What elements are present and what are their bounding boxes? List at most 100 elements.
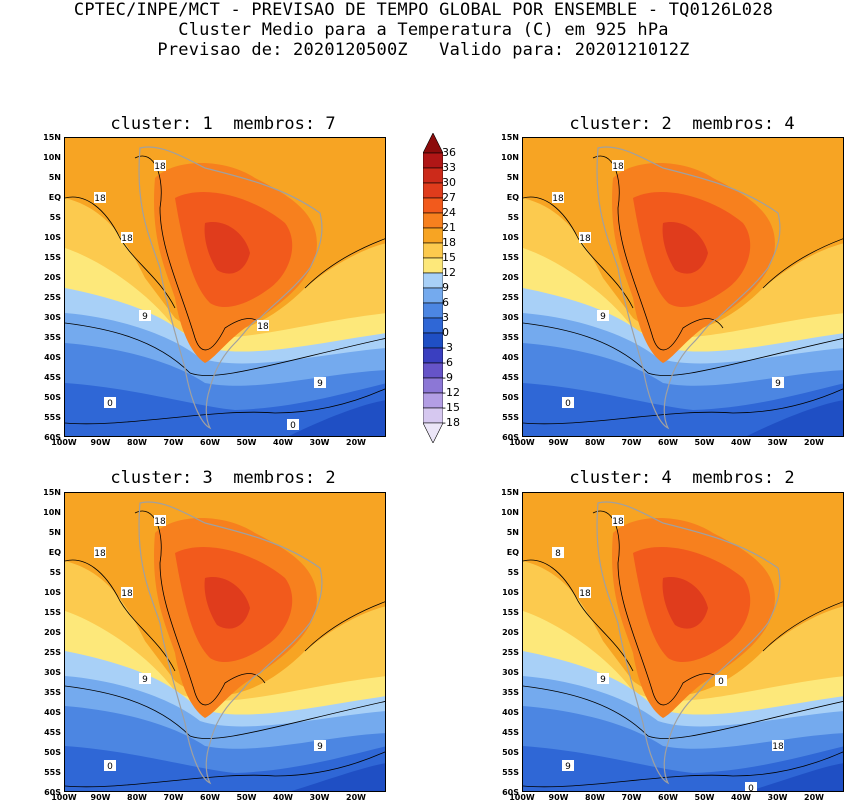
contour-label: 18 <box>772 740 784 752</box>
contour-line <box>65 685 385 739</box>
lat-tick-label: 60S <box>44 433 61 442</box>
colorbar-segment <box>422 197 444 214</box>
lat-tick-label: 55S <box>44 413 61 422</box>
lat-tick-label: 15S <box>502 608 519 617</box>
svg-text:18: 18 <box>94 194 106 204</box>
lon-tick-label: 20W <box>804 793 824 802</box>
lon-tick-label: 40W <box>273 438 293 447</box>
colorbar-level-label: 33 <box>442 161 456 174</box>
temperature-band <box>523 383 843 436</box>
contour-label: 18 <box>154 160 166 172</box>
contour-line <box>592 155 724 351</box>
svg-text:18: 18 <box>772 742 784 752</box>
contour-label: 9 <box>562 760 574 772</box>
lat-tick-label: 15N <box>501 488 519 497</box>
lon-tick-label: 100W <box>509 793 535 802</box>
colorbar-segment <box>422 302 444 319</box>
lon-tick-label: 60W <box>658 793 678 802</box>
contour-line <box>304 601 385 652</box>
colorbar-segment <box>422 272 444 289</box>
contour-line <box>304 238 385 289</box>
colorbar-segment <box>422 152 444 169</box>
lat-tick-label: 55S <box>502 413 519 422</box>
lon-tick-label: 90W <box>548 438 569 447</box>
colorbar-level-label: 24 <box>442 206 456 219</box>
temperature-band <box>523 746 843 791</box>
contour-label: 9 <box>139 310 151 322</box>
colorbar-level-label: -9 <box>442 371 453 384</box>
contour-label: 9 <box>139 673 151 685</box>
contour-label: 18 <box>579 232 591 244</box>
colorbar-segment <box>422 362 444 379</box>
lat-tick-label: 20S <box>502 628 519 637</box>
lon-tick-label: 20W <box>804 438 824 447</box>
colorbar-segment <box>422 132 444 154</box>
lon-tick-label: 60W <box>200 438 220 447</box>
contour-line <box>65 388 385 425</box>
coastline <box>138 146 323 430</box>
colorbar-segment <box>422 287 444 304</box>
lat-tick-label: 55S <box>44 768 61 777</box>
lon-tick-label: 80W <box>127 793 147 802</box>
svg-text:9: 9 <box>565 762 571 772</box>
lat-tick-label: 40S <box>44 708 61 717</box>
contour-line <box>523 388 843 425</box>
lat-tick-label: 30S <box>44 668 61 677</box>
lon-tick-label: 30W <box>309 793 330 802</box>
lat-tick-label: 5N <box>506 173 519 182</box>
lon-tick-label: 40W <box>273 793 293 802</box>
colorbar-level-label: 9 <box>442 281 449 294</box>
lat-tick-label: 40S <box>502 708 519 717</box>
colorbar-segment <box>422 392 444 409</box>
lat-tick-label: 15S <box>502 253 519 262</box>
contour-label: 18 <box>579 587 591 599</box>
svg-text:0: 0 <box>718 677 724 687</box>
lon-tick-label: 40W <box>731 793 751 802</box>
colorbar-segment <box>422 317 444 334</box>
lat-tick-label: 35S <box>502 688 519 697</box>
svg-text:0: 0 <box>290 421 296 431</box>
contour-label: 18 <box>94 547 106 559</box>
svg-text:9: 9 <box>317 379 323 389</box>
svg-text:9: 9 <box>142 312 148 322</box>
lat-tick-label: 50S <box>502 748 519 757</box>
svg-text:18: 18 <box>154 517 166 527</box>
lat-tick-label: 30S <box>502 668 519 677</box>
lat-tick-label: 5S <box>49 568 61 577</box>
contour-line <box>592 510 724 706</box>
lat-tick-label: 20S <box>44 273 61 282</box>
svg-text:9: 9 <box>142 675 148 685</box>
lat-tick-label: 5N <box>48 528 61 537</box>
lat-tick-label: 40S <box>44 353 61 362</box>
colorbar-segment <box>422 377 444 394</box>
lon-tick-label: 30W <box>767 438 788 447</box>
lon-tick-label: 100W <box>509 438 535 447</box>
colorbar-level-label: 12 <box>442 266 456 279</box>
svg-text:18: 18 <box>552 194 564 204</box>
colorbar-level-label: 18 <box>442 236 456 249</box>
map-panel-1: 18 18 18 9 9 0 0 18 <box>64 137 386 437</box>
lon-tick-label: 80W <box>127 438 147 447</box>
contour-line <box>523 322 843 376</box>
svg-text:9: 9 <box>600 675 606 685</box>
lat-tick-label: 5S <box>507 568 519 577</box>
contour-label: 0 <box>745 782 757 791</box>
contour-label: 0 <box>104 760 116 772</box>
lat-tick-label: 10N <box>501 153 519 162</box>
lon-tick-label: 50W <box>694 793 715 802</box>
colorbar-level-label: -12 <box>442 386 460 399</box>
colorbar-segment <box>422 257 444 274</box>
contour-label: 8 <box>552 547 564 559</box>
colorbar-segment <box>422 347 444 364</box>
lat-tick-label: 20S <box>44 628 61 637</box>
lat-tick-label: 10N <box>43 508 61 517</box>
header-line-1: CPTEC/INPE/MCT - PREVISAO DE TEMPO GLOBA… <box>73 0 774 20</box>
lat-tick-label: 60S <box>502 788 519 797</box>
lon-tick-label: 60W <box>658 438 678 447</box>
lat-tick-label: EQ <box>48 193 61 202</box>
lat-tick-label: 20S <box>502 273 519 282</box>
contour-label: 18 <box>612 160 624 172</box>
colorbar-level-label: 21 <box>442 221 456 234</box>
svg-text:0: 0 <box>565 399 571 409</box>
lat-tick-label: 10S <box>44 588 61 597</box>
